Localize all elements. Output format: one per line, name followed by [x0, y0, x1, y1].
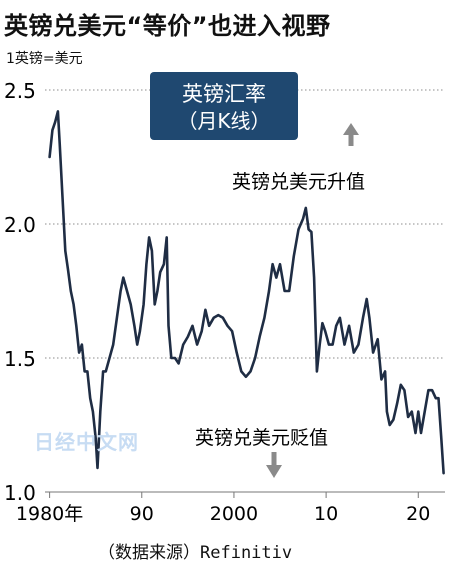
x-tick-label: 20 [406, 503, 430, 525]
y-tick-label: 2.5 [4, 79, 36, 103]
y-tick-label: 1.5 [4, 347, 36, 371]
y-tick-label: 1.0 [4, 481, 36, 505]
down-arrow-icon [266, 452, 282, 478]
legend-box-title: 英镑汇率 [182, 82, 266, 106]
x-tick-label: 10 [314, 503, 338, 525]
legend-box: 英镑汇率 （月K线） [150, 72, 298, 140]
x-tick-label: 2000 [210, 503, 258, 525]
annotation-appreciation: 英镑兑美元升值 [232, 171, 365, 193]
chart-headline: 英镑兑美元“等价”也进入视野 [4, 12, 331, 40]
legend-box-bg [150, 72, 298, 140]
y-axis-ticks: 1.0 1.5 2.0 2.5 [4, 79, 36, 505]
x-axis-ticks: 1980年 90 2000 10 20 [16, 492, 430, 525]
x-tick-label: 90 [130, 503, 154, 525]
source-name: Refinitiv [200, 543, 293, 563]
y-unit-label: 1英镑=美元 [6, 51, 83, 67]
watermark-logo: 日经中文网 [34, 430, 139, 454]
source-note: （数据来源）Refinitiv [98, 538, 292, 563]
up-arrow-icon [343, 123, 359, 146]
x-tick-label: 1980年 [16, 503, 83, 525]
series-line-gbp-usd [48, 110, 445, 475]
annotation-depreciation: 英镑兑美元贬值 [195, 427, 328, 449]
y-tick-label: 2.0 [4, 213, 36, 237]
legend-box-subtitle: （月K线） [177, 109, 270, 133]
source-prefix: （数据来源） [98, 543, 200, 563]
